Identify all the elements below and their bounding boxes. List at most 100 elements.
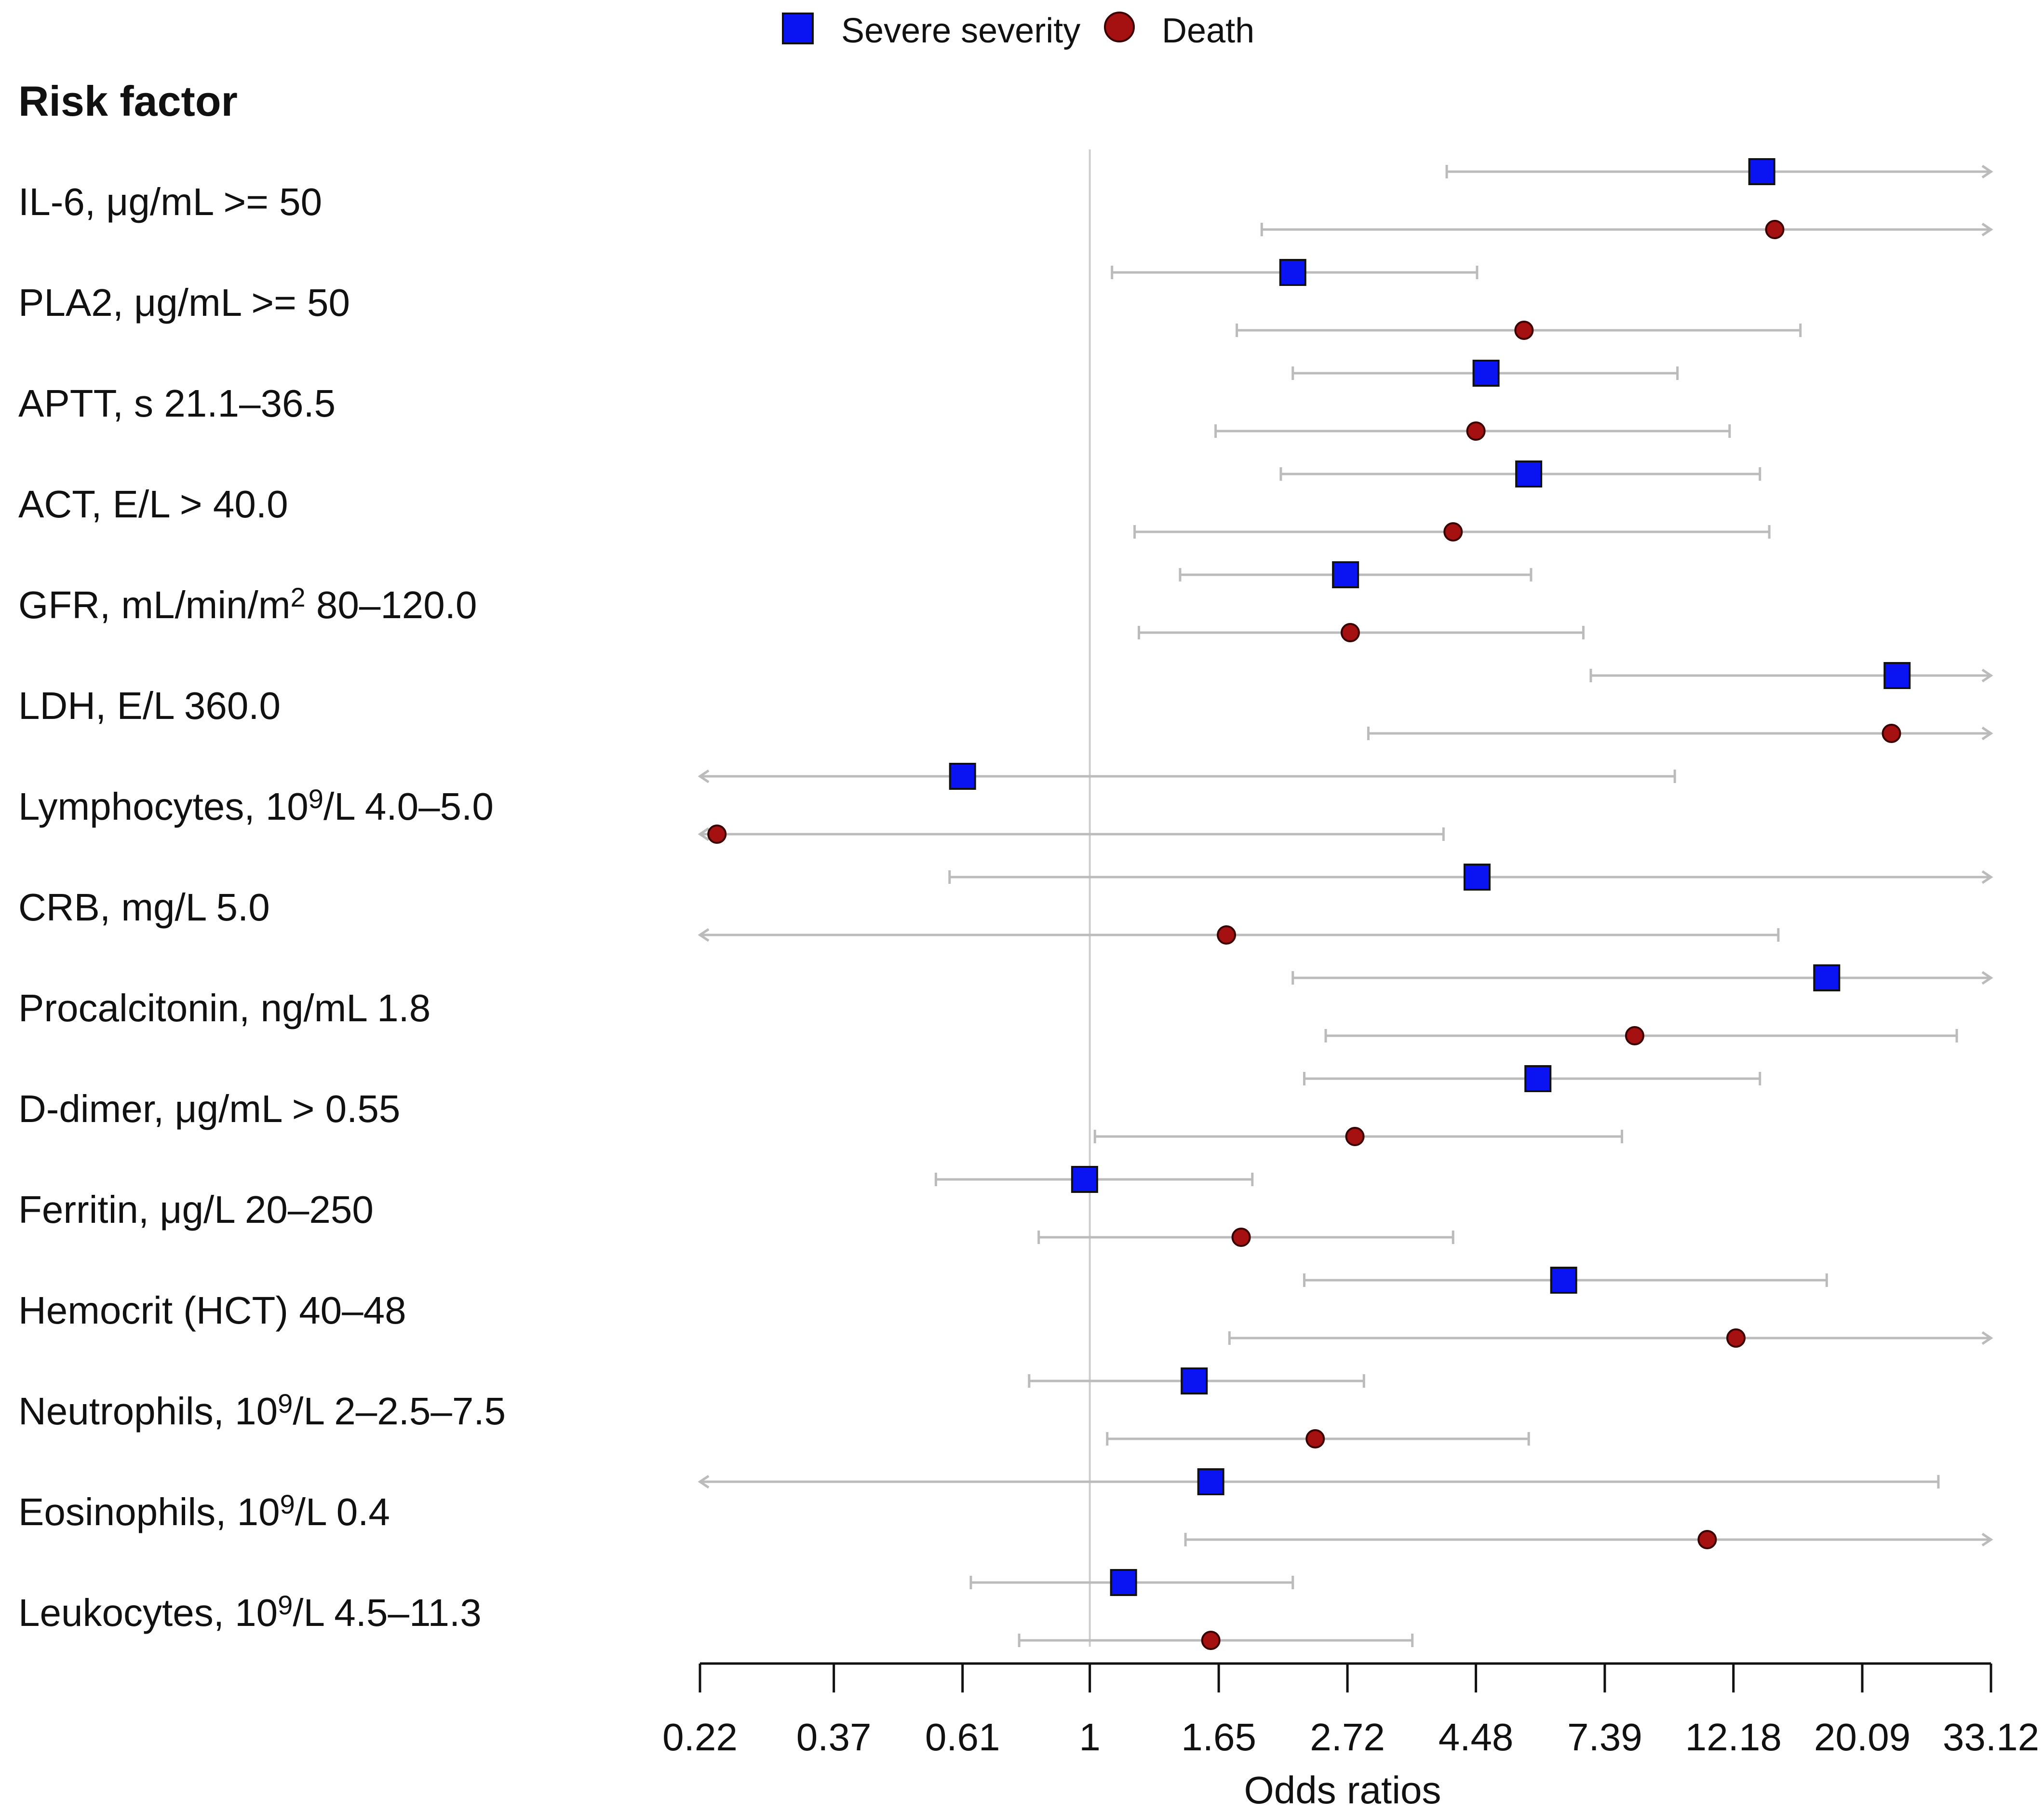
row-label: Hemocrit (HCT) 40–48 — [18, 1289, 406, 1332]
row-label: Eosinophils, 109/L 0.4 — [18, 1489, 390, 1533]
death-point — [1466, 421, 1486, 441]
row-label-tail: /L 0.4 — [295, 1490, 390, 1533]
death-point — [1305, 1429, 1325, 1448]
row-label: LDH, E/L 360.0 — [18, 684, 281, 727]
death-point — [707, 825, 727, 844]
severe-point — [1332, 561, 1359, 588]
severe-ci-arrow-right — [1981, 870, 1993, 884]
x-tick-label: 0.37 — [796, 1716, 872, 1759]
severe-point — [949, 763, 976, 790]
severe-point — [1748, 158, 1775, 185]
death-point — [1217, 925, 1237, 945]
x-tick-label: 12.18 — [1685, 1716, 1782, 1759]
death-ci-arrow-left — [698, 827, 710, 841]
row-labels: IL-6, μg/mL >= 50 PLA2, μg/mL >= 50 APTT, … — [18, 180, 506, 1634]
death-point — [1443, 522, 1463, 541]
severe-ci-arrow-right — [1981, 668, 1993, 683]
point-estimates — [707, 158, 1911, 1650]
row-label-text: APTT, s 21.1–36.5 — [18, 382, 336, 425]
death-ci-arrow-right — [1981, 1532, 1993, 1547]
row-label-text: Lymphocytes, 10 — [18, 785, 309, 828]
row-label: Procalcitonin, ng/mL 1.8 — [18, 987, 430, 1029]
x-tick-label: 4.48 — [1439, 1716, 1514, 1759]
severe-point — [1472, 360, 1500, 387]
legend-death-label: Death — [1162, 12, 1254, 50]
row-label: Ferritin, μg/L 20–250 — [18, 1188, 374, 1231]
row-label: GFR, mL/min/m2 80–120.0 — [18, 582, 477, 626]
x-tick-label: 33.12 — [1943, 1716, 2039, 1759]
death-point — [1514, 321, 1534, 340]
death-point — [1697, 1530, 1717, 1549]
x-tick-label: 20.09 — [1814, 1716, 1910, 1759]
death-ci-arrow-right — [1981, 726, 1993, 741]
row-label-text: Neutrophils, 10 — [18, 1390, 278, 1433]
legend-death-marker — [1104, 12, 1135, 42]
severe-point — [1197, 1468, 1224, 1495]
severe-ci-arrow-right — [1981, 164, 1993, 179]
row-label-superscript: 9 — [309, 784, 323, 814]
row-label: Leukocytes, 109/L 4.5–11.3 — [18, 1590, 482, 1634]
x-tick-label: 1 — [1079, 1716, 1101, 1759]
death-ci-arrow-right — [1981, 1331, 1993, 1345]
x-tick-label: 2.72 — [1310, 1716, 1385, 1759]
row-label-tail: /L 4.5–11.3 — [293, 1591, 481, 1634]
row-label: Lymphocytes, 109/L 4.0–5.0 — [18, 784, 494, 828]
row-label: PLA2, μg/mL >= 50 — [18, 281, 350, 324]
row-label-text: CRB, mg/L 5.0 — [18, 886, 270, 929]
row-label-text: Procalcitonin, ng/mL 1.8 — [18, 987, 430, 1029]
row-label: D-dimer, μg/mL > 0.55 — [18, 1087, 400, 1130]
x-tick-label: 0.22 — [662, 1716, 738, 1759]
x-axis-title: Odds ratios — [1244, 1769, 1441, 1812]
row-label-text: Eosinophils, 10 — [18, 1490, 280, 1533]
x-tick-label: 7.39 — [1567, 1716, 1642, 1759]
row-label-text: Ferritin, μg/L 20–250 — [18, 1188, 374, 1231]
death-ci-arrow-left — [698, 928, 710, 942]
death-point — [1882, 724, 1901, 743]
row-label: APTT, s 21.1–36.5 — [18, 382, 336, 425]
row-label-superscript: 2 — [290, 582, 305, 612]
row-label-text: PLA2, μg/mL >= 50 — [18, 281, 350, 324]
row-label-text: Leukocytes, 10 — [18, 1591, 278, 1634]
row-label-tail: /L 2–2.5–7.5 — [293, 1390, 506, 1433]
column-header: Risk factor — [18, 77, 238, 125]
severe-point — [1071, 1166, 1098, 1193]
confidence-intervals — [698, 164, 1993, 1647]
death-point — [1340, 623, 1360, 642]
row-label-text: Hemocrit (HCT) 40–48 — [18, 1289, 406, 1332]
death-point — [1765, 220, 1785, 239]
row-label-text: LDH, E/L 360.0 — [18, 684, 281, 727]
death-point — [1231, 1228, 1251, 1247]
severe-point — [1524, 1065, 1552, 1092]
row-label-text: GFR, mL/min/m — [18, 583, 290, 626]
severe-point — [1279, 259, 1306, 286]
death-point — [1201, 1631, 1221, 1650]
x-tick-label: 1.65 — [1181, 1716, 1256, 1759]
legend-severe-label: Severe severity — [841, 12, 1080, 50]
severe-point — [1883, 662, 1911, 689]
row-label: ACT, E/L > 40.0 — [18, 483, 288, 526]
severe-ci-arrow-left — [698, 769, 710, 784]
row-label: Neutrophils, 109/L 2–2.5–7.5 — [18, 1388, 506, 1433]
row-label-tail: /L 4.0–5.0 — [323, 785, 494, 828]
severe-point — [1181, 1367, 1208, 1394]
legend-severe-marker — [782, 13, 814, 44]
severe-point — [1515, 460, 1543, 487]
x-axis: 0.22 0.37 0.61 1 1.65 2.72 4.48 7.39 12.18 20.09 3… — [662, 1662, 2039, 1759]
severe-point — [1550, 1267, 1577, 1294]
row-label-superscript: 9 — [280, 1489, 295, 1519]
row-label-superscript: 9 — [278, 1388, 293, 1419]
death-point — [1726, 1328, 1746, 1348]
severe-point — [1110, 1569, 1137, 1596]
legend: Severe severity Death — [782, 12, 1254, 50]
severe-ci-arrow-right — [1981, 971, 1993, 985]
death-point — [1345, 1127, 1365, 1146]
row-label: IL-6, μg/mL >= 50 — [18, 180, 322, 223]
row-label-superscript: 9 — [278, 1590, 293, 1620]
severe-point — [1813, 964, 1841, 991]
row-label-text: ACT, E/L > 40.0 — [18, 483, 288, 526]
severe-point — [1463, 864, 1491, 891]
row-label-text: D-dimer, μg/mL > 0.55 — [18, 1087, 400, 1130]
death-point — [1625, 1026, 1644, 1045]
row-label-tail: 80–120.0 — [306, 583, 477, 626]
